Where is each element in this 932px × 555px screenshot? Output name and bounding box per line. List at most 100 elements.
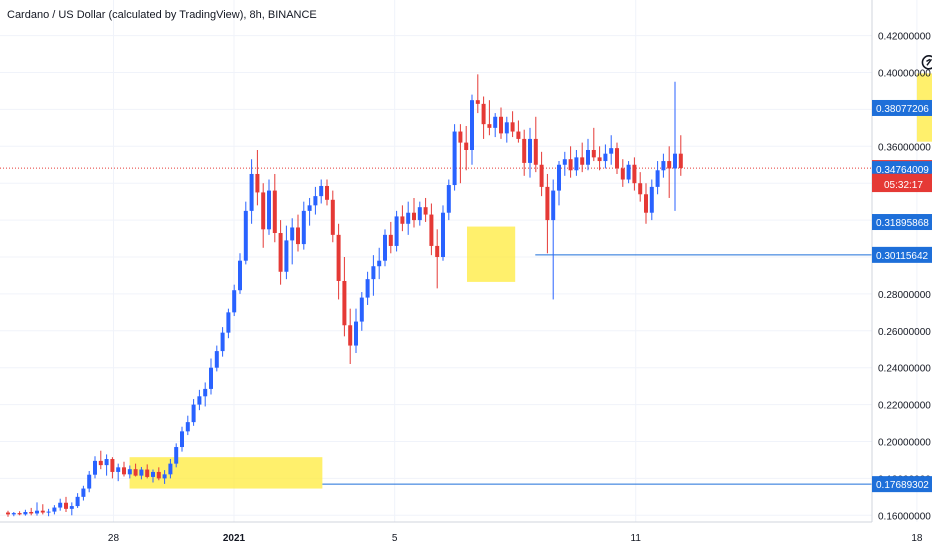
candle-body — [238, 260, 242, 291]
candle-body — [667, 161, 672, 169]
price-label-text: 0.17689302 — [876, 480, 929, 491]
candle-body — [603, 153, 608, 162]
candle-body — [533, 138, 538, 165]
candle-body — [307, 205, 312, 211]
candle-body — [452, 131, 457, 186]
price-label-box — [872, 161, 932, 178]
badge-glyph — [926, 58, 932, 66]
candle-body — [93, 460, 97, 475]
candle-body — [545, 186, 550, 221]
candle-body — [180, 431, 184, 448]
candle-body — [359, 297, 364, 322]
candle-body — [104, 459, 109, 466]
candle-body — [638, 183, 643, 195]
candle-body — [17, 513, 22, 515]
countdown-box — [872, 177, 932, 193]
candle-body — [354, 321, 358, 346]
candle-body — [278, 233, 283, 272]
price-label-box — [872, 214, 932, 231]
candle-body — [284, 240, 289, 272]
grid-lines — [0, 0, 918, 522]
candle-body — [580, 157, 585, 165]
candle-body — [191, 404, 196, 423]
candle-body — [388, 234, 393, 246]
candle-body — [23, 511, 28, 515]
y-tick-label: 0.28000000 — [878, 290, 931, 301]
candle-body — [243, 210, 248, 261]
candle-body — [81, 488, 86, 497]
candle-body — [551, 190, 556, 221]
candle-body — [313, 196, 318, 206]
x-tick-label: 28 — [108, 533, 120, 544]
y-tick-label: 0.42000000 — [878, 32, 931, 43]
candle-body — [203, 388, 208, 397]
y-tick-label: 0.36000000 — [878, 142, 931, 153]
candle-body — [423, 207, 428, 215]
candle-body — [499, 116, 503, 134]
candle-body — [562, 159, 567, 165]
candle-body — [481, 103, 486, 125]
candle-body — [644, 194, 648, 213]
candle-body — [110, 459, 115, 472]
chart-markers: ? — [921, 55, 932, 70]
candle-body — [441, 212, 445, 257]
candle-body — [516, 131, 521, 139]
candle-body — [267, 190, 271, 230]
candle-body — [609, 148, 614, 154]
x-tick-label: 11 — [631, 533, 642, 544]
candle-body — [406, 212, 411, 224]
candle-body — [69, 506, 74, 509]
candle-body — [220, 332, 225, 352]
candle-body — [591, 149, 596, 158]
candle-body — [75, 496, 80, 507]
candle-body — [475, 100, 480, 104]
candle-body — [342, 280, 347, 326]
candle-body — [122, 467, 126, 475]
candle-body — [383, 234, 387, 261]
candle-body — [412, 212, 416, 221]
candle-body — [209, 367, 213, 389]
candle-body — [539, 164, 544, 187]
candle-body — [133, 469, 138, 476]
candle-body — [249, 173, 254, 211]
candle-body — [504, 122, 509, 134]
candle-body — [6, 512, 10, 515]
candle-body — [620, 168, 625, 180]
highlight-zone — [466, 226, 516, 282]
candle-body — [226, 312, 231, 333]
x-tick-label: 18 — [911, 533, 923, 544]
candle-body — [348, 325, 353, 346]
price-label-text: 0.30115642 — [876, 251, 929, 262]
highlight-zone — [129, 457, 323, 489]
candle-body — [528, 138, 532, 163]
candle-body — [52, 507, 57, 512]
candle-body — [290, 227, 295, 241]
candle-body — [673, 153, 677, 169]
candle-body — [661, 161, 666, 171]
candle-body — [214, 351, 219, 368]
candle-body — [417, 207, 422, 221]
candle-body — [296, 227, 300, 245]
candle-body — [487, 124, 492, 128]
candle-body — [168, 463, 173, 475]
badge-circle — [921, 55, 932, 70]
candle-body — [325, 185, 329, 200]
candle-body — [29, 511, 34, 514]
candle-body — [35, 510, 39, 514]
candle-body — [330, 199, 335, 235]
candle-body — [336, 234, 341, 281]
candle-body — [586, 149, 590, 165]
y-tick-label: 0.24000000 — [878, 364, 931, 375]
y-tick-label: 0.20000000 — [878, 438, 931, 449]
candle-body — [255, 173, 260, 193]
candle-body — [615, 148, 619, 169]
y-tick-label: 0.16000000 — [878, 511, 931, 522]
candle-body — [185, 422, 190, 432]
price-label-text: 0.38077206 — [876, 104, 929, 115]
countdown-text: 05:32:17 — [884, 180, 923, 191]
badge-icon — [921, 55, 932, 70]
price-label-box — [872, 476, 932, 493]
candle-body — [394, 216, 399, 246]
